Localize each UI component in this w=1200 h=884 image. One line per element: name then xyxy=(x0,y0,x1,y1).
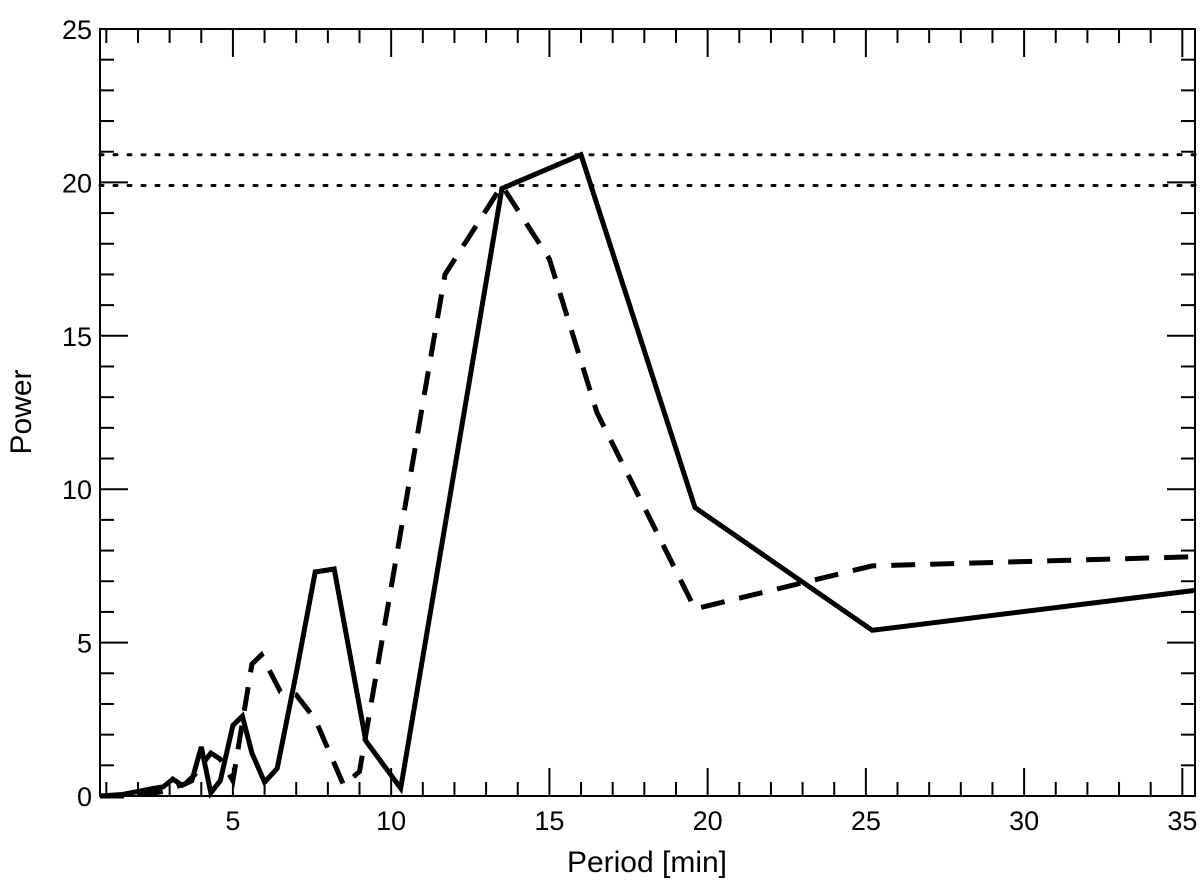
y-tick-label: 5 xyxy=(77,629,92,659)
y-tick-label: 20 xyxy=(62,168,92,198)
x-tick-label: 20 xyxy=(693,806,723,836)
plot-frame xyxy=(99,28,1196,797)
x-tick-label: 35 xyxy=(1167,806,1197,836)
y-tick-label: 15 xyxy=(62,322,92,352)
x-tick-label: 10 xyxy=(376,806,406,836)
major-ticks xyxy=(100,28,1195,797)
minor-ticks xyxy=(100,29,1195,796)
y-axis-label: Power xyxy=(5,369,38,454)
y-tick-label: 25 xyxy=(62,15,92,45)
x-tick-label: 25 xyxy=(851,806,881,836)
y-tick-label: 0 xyxy=(77,782,92,812)
dashed-series-line xyxy=(100,180,1196,799)
x-tick-label: 30 xyxy=(1009,806,1039,836)
tick-labels: 5 10 15 20 25 30 35 0 5 10 15 20 25 xyxy=(62,15,1197,836)
reference-lines xyxy=(98,153,1197,187)
solid-series-line xyxy=(99,151,1196,799)
x-tick-label: 5 xyxy=(225,806,240,836)
x-tick-label: 15 xyxy=(534,806,564,836)
y-tick-label: 10 xyxy=(62,475,92,505)
series-layer xyxy=(99,151,1196,799)
x-axis-label: Period [min] xyxy=(567,846,727,879)
